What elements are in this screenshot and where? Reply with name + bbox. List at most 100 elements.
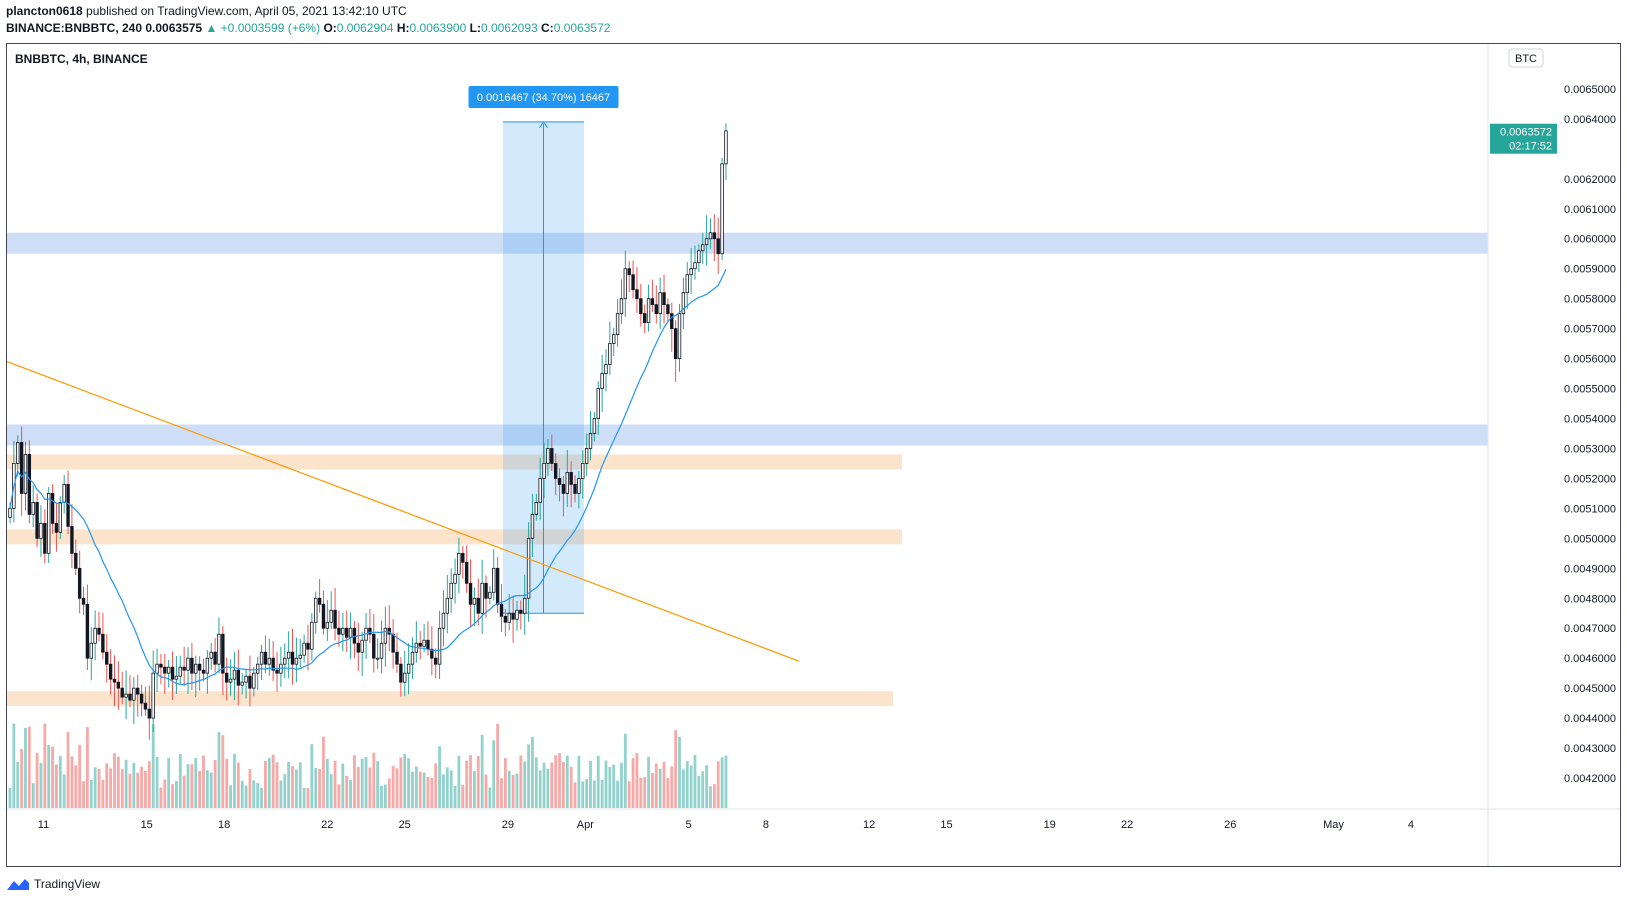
volume-bar xyxy=(716,761,720,808)
volume-bar xyxy=(271,754,275,808)
volume-bar xyxy=(383,784,387,808)
candle-body xyxy=(74,552,78,569)
candle-body xyxy=(573,484,577,494)
candle-body xyxy=(403,672,407,683)
candle-body xyxy=(58,501,63,533)
tradingview-footer[interactable]: TradingView xyxy=(6,877,100,891)
candle-body xyxy=(534,501,539,515)
volume-bar xyxy=(113,753,116,808)
trendline-layer xyxy=(7,361,800,662)
candle-body xyxy=(97,627,101,635)
candle-body xyxy=(627,268,631,276)
candle-body xyxy=(35,501,39,539)
candle-body xyxy=(530,513,535,539)
author-name[interactable]: plancton0618 xyxy=(6,4,83,18)
volume-bar xyxy=(260,787,263,808)
candle-body xyxy=(190,657,194,674)
volume-bar xyxy=(248,769,252,808)
candle-body xyxy=(689,268,693,276)
candle-body xyxy=(85,603,90,659)
volume-bar xyxy=(627,781,631,808)
volume-bar xyxy=(387,778,391,808)
candle-body xyxy=(232,669,237,680)
candle-body xyxy=(263,651,268,665)
price-chart[interactable]: 0.0016467 (34.70%) 16467 0.00420000.0043… xyxy=(7,44,1620,866)
candle-body xyxy=(8,507,12,518)
symbol-label: BINANCE:BNBBTC, 240 xyxy=(6,21,143,35)
volume-bar xyxy=(519,755,523,808)
volume-bar xyxy=(380,785,383,808)
candle-body xyxy=(499,603,504,617)
candle-body xyxy=(54,522,59,533)
candle-body xyxy=(495,567,500,605)
candle-body xyxy=(120,687,124,698)
volume-bar xyxy=(709,786,712,808)
volume-bar xyxy=(511,775,515,808)
volume-bar xyxy=(256,782,260,808)
moving-average-line xyxy=(9,268,727,686)
low-label: L: xyxy=(469,21,481,35)
candle-body xyxy=(410,651,415,665)
volume-bar xyxy=(685,761,689,808)
volume-bar xyxy=(542,762,546,808)
zone-support xyxy=(7,691,893,707)
price-tick-label: 0.0055000 xyxy=(1564,384,1616,396)
time-tick-label: 26 xyxy=(1224,819,1236,831)
volume-bar xyxy=(534,757,538,808)
volume-bar xyxy=(620,762,623,808)
candle-body xyxy=(27,454,32,515)
candle-body xyxy=(612,334,616,345)
zone-support xyxy=(7,529,902,545)
volume-bar xyxy=(345,775,349,808)
time-tick-label: May xyxy=(1323,819,1344,831)
candle-body xyxy=(39,522,43,539)
volume-bar xyxy=(724,755,728,808)
volume-bar xyxy=(376,761,380,808)
price-tick-label: 0.0064000 xyxy=(1564,114,1616,126)
candle-body xyxy=(143,702,148,710)
candle-body xyxy=(631,274,635,291)
volume-bar xyxy=(558,753,561,808)
volume-bar xyxy=(209,772,213,808)
volume-bar xyxy=(39,762,43,808)
candle-body xyxy=(77,567,82,599)
ohlc-line: BINANCE:BNBBTC, 240 0.0063575 ▲ +0.00035… xyxy=(6,21,610,35)
volume-bar xyxy=(689,765,693,808)
candle-body xyxy=(577,478,581,494)
candle-body xyxy=(325,621,330,629)
volume-bar xyxy=(175,781,178,808)
candle-body xyxy=(298,654,302,659)
candle-body xyxy=(433,657,438,665)
candle-body xyxy=(321,603,326,629)
candle-body xyxy=(569,472,573,485)
candle-body xyxy=(302,642,306,656)
candle-body xyxy=(461,552,465,563)
candle-body xyxy=(314,597,318,623)
candle-body xyxy=(252,672,256,689)
volume-layer xyxy=(8,723,728,808)
candle-body xyxy=(542,463,546,479)
candle-body xyxy=(592,418,597,434)
candle-body xyxy=(642,313,647,324)
candle-body xyxy=(523,597,527,614)
candle-body xyxy=(236,669,241,686)
price-tick-label: 0.0054000 xyxy=(1564,414,1616,426)
volume-bar xyxy=(426,776,430,808)
chart-frame[interactable]: 0.0016467 (34.70%) 16467 0.0042000 0.0043… xyxy=(6,43,1621,867)
volume-bar xyxy=(310,744,314,808)
tradingview-logo-icon xyxy=(7,879,29,890)
candle-body xyxy=(449,582,453,599)
candle-body xyxy=(178,666,182,677)
volume-bar xyxy=(236,762,240,808)
candle-body xyxy=(352,627,357,644)
candle-body xyxy=(267,657,271,665)
volume-bar xyxy=(171,784,174,808)
volume-bar xyxy=(279,780,283,808)
volume-bar xyxy=(322,736,325,808)
price-tick-label: 0.0046000 xyxy=(1564,653,1616,665)
price-tick-label: 0.0062000 xyxy=(1564,174,1616,186)
measure-tool: 0.0016467 (34.70%) 16467 xyxy=(468,86,619,614)
candle-body xyxy=(553,463,558,479)
candle-body xyxy=(697,250,701,264)
candle-body xyxy=(670,313,674,330)
